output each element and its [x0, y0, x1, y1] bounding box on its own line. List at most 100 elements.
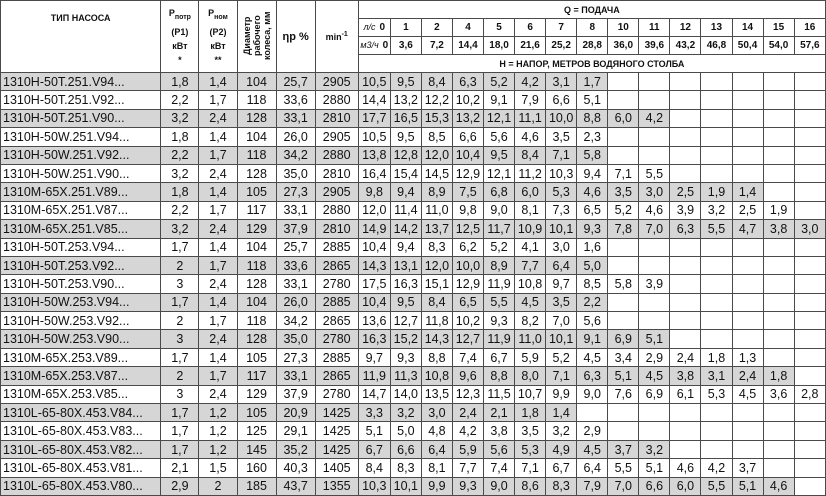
empty-cell [700, 90, 733, 110]
header-cell: Q = ПОДАЧА [357, 0, 826, 19]
table-row: 1310H-50T.251.V92... 2,2 1,7 118 33,6 2880 14,… [0, 90, 826, 110]
empty-cell [607, 127, 640, 147]
head-cell: 8,2 [514, 311, 547, 331]
head-cell: 14,3 [357, 255, 391, 276]
spec-cell: 27,3 [275, 182, 316, 202]
header-text: Диаметр рабочего колеса, мм [241, 11, 272, 60]
head-cell: 3,5 [545, 292, 578, 313]
head-cell: 5,5 [700, 476, 733, 496]
head-cell: 12,0 [420, 255, 453, 276]
head-cell: 8,3 [389, 458, 422, 478]
empty-cell [700, 163, 733, 184]
header-text: min [325, 32, 342, 42]
head-cell: 2,9 [576, 421, 609, 441]
head-cell: 5,5 [638, 163, 671, 184]
head-cell: 11,0 [420, 200, 453, 221]
empty-cell [762, 71, 795, 92]
header-cell: Н = НАПОР, МЕТРОВ ВОДЯНОГО СТОЛБА [357, 54, 826, 73]
model-cell: 1310M-65X.253.V89... [0, 347, 162, 368]
head-cell: 13,7 [420, 219, 453, 239]
head-cell: 10,2 [451, 311, 485, 331]
flow-value: 10 [617, 22, 629, 33]
head-cell: 1,8 [700, 347, 733, 368]
flow-value: 21,6 [520, 40, 540, 51]
table-row: 1310M-65X.251.V85... 3,2 2,4 129 37,9 2810 14,… [0, 219, 826, 239]
model-cell: 1310M-65X.251.V87... [0, 200, 162, 221]
table-row: 1310H-50W.253.V94... 1,7 1,4 104 26,0 2885 10,… [0, 292, 826, 313]
head-cell: 5,2 [482, 71, 516, 92]
flow-cell: 46,8 [700, 36, 733, 55]
table-row: 1310L-65-80X.453.V84... 1,7 1,2 105 20,9 1425… [0, 403, 826, 423]
flow-cell: 14,4 [451, 36, 485, 55]
empty-cell [669, 292, 702, 313]
model-cell: 1310M-65X.253.V87... [0, 366, 162, 386]
head-cell: 2,4 [731, 366, 764, 386]
header-text: Pном [200, 6, 236, 25]
spec-cell: 1,7 [160, 237, 200, 257]
spec-cell: 1,4 [198, 292, 238, 313]
flow-cell: 57,6 [793, 36, 826, 55]
head-cell: 3,8 [762, 219, 795, 239]
head-cell: 5,1 [607, 366, 640, 386]
flow-cell: 11 [638, 18, 671, 37]
head-cell: 8,1 [420, 458, 453, 478]
spec-cell: 2780 [314, 329, 359, 349]
subscript: потр [174, 13, 191, 21]
flow-cell: 1 [389, 18, 422, 37]
spec-cell: 2880 [314, 200, 359, 221]
empty-cell [793, 90, 826, 110]
head-cell: 6,5 [451, 292, 485, 313]
empty-cell [607, 237, 640, 257]
flow-cell: 54,0 [762, 36, 795, 55]
empty-cell [731, 329, 764, 349]
spec-cell: 2810 [314, 163, 359, 184]
spec-cell: 29,1 [275, 421, 316, 441]
flow-cell: 12 [669, 18, 702, 37]
head-cell: 9,5 [482, 145, 516, 165]
spec-cell: 2,4 [198, 219, 238, 239]
spec-cell: 43,7 [275, 476, 316, 496]
spec-cell: 20,9 [275, 403, 316, 423]
flow-value: 14,4 [458, 40, 478, 51]
spec-cell: 34,2 [275, 311, 316, 331]
spec-cell: 1,7 [160, 403, 200, 423]
head-cell: 10,5 [357, 127, 391, 147]
head-cell: 10,8 [514, 274, 547, 294]
head-cell: 7,4 [451, 347, 485, 368]
model-cell: 1310L-65-80X.453.V83... [0, 421, 162, 441]
flow-cell: 4 [451, 18, 485, 37]
spec-cell: 185 [236, 476, 277, 496]
flow-cell: 13 [700, 18, 733, 37]
spec-cell: 3,2 [160, 108, 200, 129]
head-cell: 5,2 [545, 347, 578, 368]
empty-cell [669, 439, 702, 460]
head-cell: 6,7 [357, 439, 391, 460]
head-cell: 8,3 [420, 237, 453, 257]
spec-cell: 2 [160, 255, 200, 276]
head-cell: 7,9 [576, 476, 609, 496]
spec-cell: 35,0 [275, 329, 316, 349]
empty-cell [669, 237, 702, 257]
head-cell: 1,8 [514, 403, 547, 423]
spec-cell: 2885 [314, 237, 359, 257]
flow-value: 0 [379, 22, 386, 33]
spec-cell: 2885 [314, 347, 359, 368]
spec-cell: 1,7 [198, 200, 238, 221]
empty-cell [793, 403, 826, 423]
spec-cell: 2,2 [160, 90, 200, 110]
head-cell: 3,2 [545, 421, 578, 441]
header-cell: ТИП НАСОСА [0, 0, 162, 73]
spec-cell: 1,4 [198, 71, 238, 92]
head-cell: 5,8 [576, 145, 609, 165]
head-cell: 12,0 [420, 145, 453, 165]
empty-cell [762, 274, 795, 294]
head-cell: 3,7 [731, 458, 764, 478]
header-text: * [178, 54, 182, 65]
flow-cell: 28,8 [576, 36, 609, 55]
flow-value: 0 [382, 40, 389, 51]
head-cell: 3,1 [545, 71, 578, 92]
head-cell: 5,1 [731, 476, 764, 496]
header-text: Pпотр [162, 6, 198, 25]
empty-cell [731, 292, 764, 313]
head-cell: 9,7 [357, 347, 391, 368]
